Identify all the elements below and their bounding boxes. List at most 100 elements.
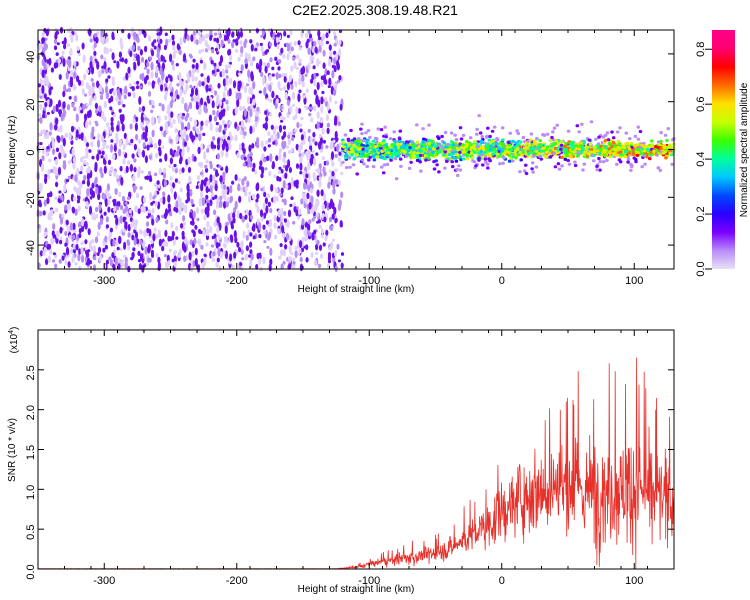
spectrogram-cell — [97, 133, 101, 140]
spectrogram-cell — [310, 195, 314, 205]
spectrogram-cell — [480, 135, 485, 139]
colorbar-ticks: 0.00.20.40.60.8 — [695, 42, 712, 277]
spectrogram-cell — [131, 44, 135, 52]
spectrogram-cell — [249, 152, 253, 157]
spectrogram-cell — [458, 142, 463, 146]
spectrogram-cell — [238, 246, 242, 253]
spectrogram-cell — [551, 142, 555, 146]
spectrogram-cell — [60, 112, 64, 122]
spectrogram-cell — [531, 146, 535, 150]
spectrogram-cell — [571, 146, 575, 150]
spectrogram-cell — [56, 136, 60, 142]
spectrogram-cell — [128, 83, 132, 88]
spectrogram-cell — [46, 111, 51, 115]
spectrogram-cell — [555, 123, 559, 127]
spectrogram-cell — [344, 153, 348, 158]
spectrogram-cell — [237, 30, 241, 40]
spectrogram-cell — [349, 128, 353, 133]
spectrogram-cell — [256, 193, 260, 200]
spectrogram-cell — [307, 47, 311, 55]
spectrogram-cell — [78, 233, 82, 239]
spectrogram-cell — [135, 116, 139, 123]
spectrogram-cell — [235, 92, 239, 101]
spectrogram-cell — [74, 262, 78, 266]
spectrogram-cell — [210, 60, 214, 65]
spectrogram-cell — [531, 170, 535, 174]
spectrogram-cell — [107, 75, 111, 79]
spectrogram-cell — [112, 208, 117, 212]
spectrogram-cell — [251, 226, 255, 232]
spectrogram-cell — [246, 222, 250, 229]
spectrogram-cell — [626, 157, 631, 161]
spectrogram-cell — [125, 137, 129, 146]
spectrogram-cell — [658, 143, 662, 147]
spectrogram-cell — [219, 55, 224, 64]
spectrogram-cell — [147, 257, 151, 263]
spectrogram-cell — [461, 133, 466, 137]
spectrogram-cell — [247, 69, 251, 78]
spectrogram-cell — [291, 91, 296, 100]
spectrogram-cell — [123, 216, 127, 221]
spectrogram-cell — [136, 85, 140, 90]
spectrogram-cell — [122, 104, 126, 108]
spectrogram-cell — [234, 106, 238, 116]
spectrogram-cell — [213, 144, 217, 149]
spectrogram-cell — [137, 208, 141, 215]
spectrogram-cell — [459, 137, 464, 141]
spectrogram-cell — [88, 85, 92, 92]
spectrogram-cell — [518, 140, 523, 144]
spectrogram-cell — [477, 114, 482, 118]
spectrogram-cell — [149, 136, 153, 143]
spectrogram-cell — [330, 141, 334, 150]
spectrogram-cell — [159, 38, 163, 44]
spectrogram-cell — [58, 74, 62, 80]
spectrogram-cell — [68, 59, 72, 68]
spectrogram-cell — [217, 248, 221, 257]
spectrogram-cell — [407, 166, 412, 170]
spectrogram-cell — [65, 179, 70, 183]
spectrogram-cell — [83, 174, 87, 181]
spectrogram-cell — [421, 140, 425, 144]
spectrogram-cell — [398, 129, 403, 133]
spectrogram-cell — [186, 72, 190, 78]
spectrogram-cell — [83, 136, 87, 142]
spectrogram-cell — [281, 198, 285, 203]
spectrogram-cell — [292, 257, 296, 261]
spectrogram-cell — [267, 201, 271, 207]
spectrogram-cell — [438, 150, 442, 154]
spectrogram-cell — [172, 92, 176, 102]
spectrogram-cell — [77, 52, 81, 57]
spectrogram-cell — [273, 222, 277, 229]
spectrogram-cell — [395, 142, 400, 146]
spectrogram-cell — [358, 154, 362, 158]
spectrogram-cell — [141, 151, 145, 156]
spectrogram-cell — [246, 96, 251, 105]
spectrogram-cell — [627, 151, 631, 155]
spectrogram-cell — [155, 234, 159, 240]
spectrogram-cell — [117, 181, 121, 186]
spectrogram-cell — [450, 165, 455, 169]
spectrogram-cell — [307, 128, 311, 133]
spectrogram-cell — [94, 102, 98, 110]
spectrogram-cell — [267, 223, 271, 228]
spectrogram-cell — [271, 160, 275, 169]
spectrogram-cell — [157, 57, 162, 63]
spectrogram-cell — [187, 121, 191, 131]
spectrogram-cell — [453, 150, 458, 154]
spectrogram-cell — [633, 144, 637, 148]
colorbar: 0.00.20.40.60.8 Normalized spectral ampl… — [695, 30, 750, 277]
spectrogram-cell — [581, 168, 585, 172]
spectrogram-cell — [237, 177, 241, 182]
spectrogram-cell — [49, 217, 53, 221]
spectrogram-cell — [104, 244, 108, 250]
spectrogram-cell — [207, 44, 211, 51]
spectrogram-cell — [139, 186, 143, 190]
spectrogram-cell — [105, 145, 110, 149]
spectrogram-cell — [147, 81, 151, 86]
spectrogram-cell — [172, 45, 176, 51]
x-tick-label: 100 — [625, 575, 643, 587]
spectrogram-cell — [71, 102, 75, 108]
spectrogram-cell — [162, 241, 166, 247]
spectrogram-cell — [111, 31, 115, 40]
spectrogram-cell — [171, 153, 175, 158]
